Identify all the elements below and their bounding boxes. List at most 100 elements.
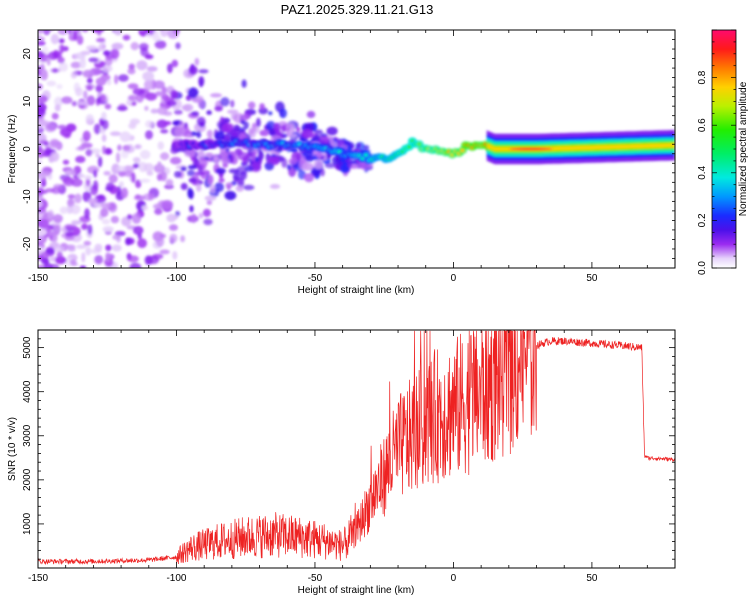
spectrogram-cell: [120, 187, 129, 199]
ridge-peak: [508, 147, 553, 151]
spectrogram-cell: [170, 89, 178, 100]
spectrogram-cell: [139, 178, 151, 183]
spectrogram-cell: [173, 109, 183, 115]
spectrogram-cell: [191, 213, 197, 224]
spectrogram-cell: [137, 238, 148, 249]
spectrogram-cell: [118, 74, 129, 82]
spectrogram-cell: [82, 130, 91, 142]
spectrogram-cell: [206, 129, 213, 138]
spectrogram-cell: [70, 71, 77, 79]
spectrogram-cell: [143, 79, 154, 91]
spectrogram-cell: [112, 234, 121, 240]
spectrogram-cell: [119, 131, 131, 142]
spectrogram-cell: [111, 163, 120, 175]
spectrogram-cell: [296, 127, 301, 132]
spectrogram-cell: [174, 126, 186, 138]
spectrogram-cell: [138, 30, 149, 37]
spectrogram-ylabel: Frequency (Hz): [7, 115, 18, 184]
spectrogram-cell: [118, 170, 126, 177]
spectrogram-cell: [136, 60, 148, 71]
spectrogram-cell: [145, 92, 157, 101]
spectrogram-cell: [87, 165, 100, 174]
colorbar-tick-label: 0.4: [697, 165, 708, 179]
spectrogram-cell: [116, 105, 128, 112]
spectrogram-cell: [38, 212, 44, 217]
spectrogram-cell: [214, 105, 223, 112]
spectrogram-cell: [258, 150, 264, 161]
spectrogram-cell: [56, 251, 63, 260]
spectrogram-cell: [329, 136, 334, 146]
spectrogram-cell: [254, 156, 260, 163]
spectrogram-cell: [81, 223, 88, 230]
spectrogram-cell: [206, 110, 212, 115]
spectrogram-cell: [38, 264, 46, 268]
spectrogram-cell: [356, 143, 361, 148]
spectrogram-cell: [152, 35, 162, 42]
spectrogram-cell: [127, 68, 136, 75]
spectrogram-cell: [101, 134, 107, 143]
spectrogram-cell: [255, 126, 260, 134]
spectrogram-cell: [37, 17, 46, 24]
spectrogram-cell: [135, 93, 144, 103]
spectrogram-cell: [169, 224, 178, 231]
spectrogram-cell: [38, 103, 47, 112]
spectrogram-cell: [51, 112, 59, 120]
spectrogram-ytick-label: 0: [22, 146, 33, 152]
spectrogram-cell: [165, 179, 174, 187]
spectrogram-cell: [230, 99, 235, 108]
spectrogram-cell: [42, 21, 46, 28]
spectrogram-cell: [243, 184, 255, 191]
spectrogram-cell: [87, 198, 98, 205]
spectrogram-cell: [129, 262, 142, 268]
spectrogram-cell: [86, 77, 93, 84]
spectrogram-cell: [66, 204, 74, 215]
spectrogram-xtick-label: 50: [586, 273, 598, 284]
spectrogram-cell: [127, 83, 139, 90]
spectrogram-cell: [144, 105, 149, 111]
spectrogram-cell: [160, 129, 169, 134]
spectrogram-cell: [135, 194, 141, 199]
spectrogram-cell: [128, 122, 137, 129]
colorbar-gradient: [711, 29, 737, 269]
spectrogram-xtick-label: -100: [166, 273, 186, 284]
spectrogram-cell: [43, 141, 50, 147]
spectrogram-cell: [227, 109, 239, 115]
spectrogram-cell: [111, 42, 124, 50]
spectrogram-cell: [39, 53, 49, 62]
spectrogram-cell: [237, 177, 245, 188]
figure-title: PAZ1.2025.329.11.21.G13: [281, 2, 434, 17]
spectral-ridge: [172, 130, 675, 165]
spectrogram-cell: [180, 166, 187, 172]
spectrogram-cell: [194, 57, 200, 66]
spectrogram-cell: [128, 63, 135, 70]
snr-ytick-label: 3000: [22, 424, 33, 447]
spectrogram-cell: [103, 171, 111, 176]
spectrogram-cell: [49, 138, 60, 149]
spectrogram-cell: [259, 129, 270, 137]
spectrogram-cell: [109, 131, 122, 136]
spectrogram-cell: [101, 119, 109, 130]
spectrogram-cell: [128, 94, 138, 101]
spectrogram-cell: [161, 86, 167, 95]
spectrogram-cell: [301, 162, 314, 171]
spectrogram-cell: [122, 144, 131, 152]
spectrogram-cell: [144, 54, 154, 60]
spectrogram-cell: [88, 57, 99, 63]
spectrogram-cell: [94, 255, 104, 265]
spectrogram-cell: [174, 170, 182, 178]
spectrogram-cell: [38, 199, 43, 208]
spectrogram-cell: [38, 122, 42, 130]
spectrogram-cell: [214, 156, 220, 164]
colorbar-tick-label: 0.0: [697, 261, 708, 275]
spectrogram-cell: [39, 170, 51, 177]
spectrogram-cell: [145, 120, 154, 128]
colorbar-ticks: 0.0 0.2 0.4 0.6 0.8: [697, 29, 736, 275]
snr-xlabel: Height of straight line (km): [298, 585, 415, 596]
spectrogram-cell: [51, 187, 61, 194]
spectrogram-cell: [142, 193, 155, 201]
spectrogram-cell: [122, 34, 131, 41]
spectrogram-frame: [37, 29, 676, 269]
spectrogram-cell: [38, 219, 49, 229]
spectrogram-cell: [175, 42, 181, 50]
